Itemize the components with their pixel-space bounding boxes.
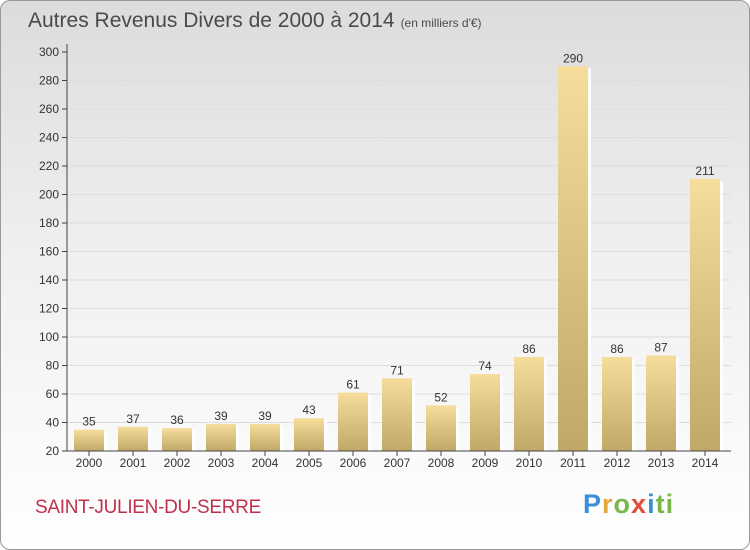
data-label: 37 bbox=[126, 412, 140, 426]
x-tick-label: 2013 bbox=[648, 456, 675, 470]
y-tick-label: 140 bbox=[39, 273, 59, 287]
y-tick-label: 300 bbox=[39, 45, 59, 59]
bar bbox=[118, 426, 148, 451]
data-label: 87 bbox=[654, 341, 668, 355]
bar bbox=[470, 374, 500, 451]
data-label: 43 bbox=[302, 403, 316, 417]
x-tick-label: 2006 bbox=[340, 456, 367, 470]
y-tick-label: 120 bbox=[39, 302, 59, 316]
x-tick-label: 2003 bbox=[208, 456, 235, 470]
data-label: 61 bbox=[346, 378, 360, 392]
x-tick-label: 2010 bbox=[516, 456, 543, 470]
bar bbox=[646, 355, 676, 451]
data-label: 52 bbox=[434, 390, 448, 404]
bar bbox=[250, 423, 280, 451]
commune-name: SAINT-JULIEN-DU-SERRE bbox=[35, 497, 261, 518]
y-tick-label: 200 bbox=[39, 188, 59, 202]
bar bbox=[690, 178, 720, 451]
bar bbox=[162, 428, 192, 451]
bar bbox=[338, 392, 368, 451]
logo-letter: i bbox=[647, 489, 656, 519]
data-label: 36 bbox=[170, 413, 184, 427]
bar bbox=[74, 429, 104, 451]
bar bbox=[514, 356, 544, 451]
bar bbox=[382, 378, 412, 451]
data-label: 71 bbox=[390, 363, 404, 377]
unit-label: (en milliers d'€) bbox=[400, 16, 482, 30]
x-tick-label: 2001 bbox=[120, 456, 147, 470]
y-tick-label: 240 bbox=[39, 131, 59, 145]
bar bbox=[426, 405, 456, 451]
logo-letter: ti bbox=[655, 489, 675, 519]
data-label: 35 bbox=[82, 415, 96, 429]
data-label: 86 bbox=[610, 342, 624, 356]
y-tick-label: 20 bbox=[46, 444, 60, 458]
bar bbox=[206, 423, 236, 451]
data-label: 74 bbox=[478, 359, 492, 373]
y-tick-label: 60 bbox=[46, 387, 60, 401]
data-label: 290 bbox=[563, 51, 583, 65]
logo-letter: x bbox=[631, 489, 648, 519]
data-label: 86 bbox=[522, 342, 536, 356]
y-tick-label: 220 bbox=[39, 159, 59, 173]
x-tick-label: 2000 bbox=[76, 456, 103, 470]
x-tick-label: 2002 bbox=[164, 456, 191, 470]
bar bbox=[602, 356, 632, 451]
x-tick-label: 2009 bbox=[472, 456, 499, 470]
y-tick-label: 80 bbox=[46, 359, 60, 373]
y-tick-label: 260 bbox=[39, 102, 59, 116]
y-tick-label: 160 bbox=[39, 245, 59, 259]
logo-letter: P bbox=[583, 489, 603, 519]
logo-letter: r bbox=[602, 489, 614, 519]
y-tick-label: 40 bbox=[46, 416, 60, 430]
chart-title-text: Autres Revenus Divers de 2000 à 2014 bbox=[28, 9, 395, 32]
logo-letter: o bbox=[613, 489, 632, 519]
data-label: 39 bbox=[258, 409, 272, 423]
bar bbox=[294, 418, 324, 451]
x-tick-label: 2007 bbox=[384, 456, 411, 470]
bar bbox=[558, 66, 588, 451]
x-tick-label: 2004 bbox=[252, 456, 279, 470]
y-tick-label: 280 bbox=[39, 74, 59, 88]
x-tick-label: 2012 bbox=[604, 456, 631, 470]
x-tick-label: 2014 bbox=[692, 456, 719, 470]
x-tick-label: 2005 bbox=[296, 456, 323, 470]
y-tick-label: 100 bbox=[39, 330, 59, 344]
proxiti-logo: Proxiti bbox=[583, 489, 674, 520]
x-tick-label: 2008 bbox=[428, 456, 455, 470]
x-tick-label: 2011 bbox=[560, 456, 586, 470]
data-label: 39 bbox=[214, 409, 228, 423]
data-label: 211 bbox=[695, 164, 714, 178]
chart-title: Autres Revenus Divers de 2000 à 2014 (en … bbox=[28, 9, 482, 33]
y-tick-label: 180 bbox=[39, 216, 59, 230]
